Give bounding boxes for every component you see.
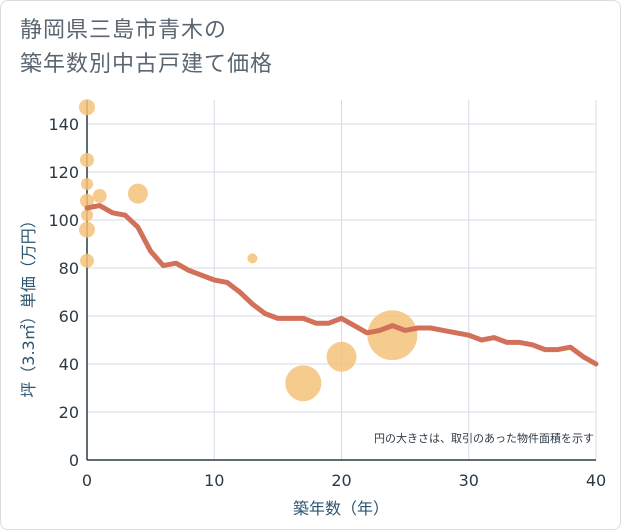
x-tick-label: 40 xyxy=(586,471,606,490)
chart-title-line-2: 築年数別中古戸建て価格 xyxy=(20,52,274,77)
bubble-point xyxy=(79,221,95,238)
y-tick-label: 0 xyxy=(69,451,79,470)
bubble-point xyxy=(247,253,258,264)
bubble-point xyxy=(367,310,418,361)
ticks: 0 10 20 30 40 0 20 40 60 80 100 120 140 xyxy=(48,115,606,490)
bubble-point xyxy=(79,99,95,116)
y-tick-label: 100 xyxy=(48,211,79,230)
y-tick-label: 80 xyxy=(59,259,79,278)
x-axis-label: 築年数（年） xyxy=(293,499,389,518)
grid xyxy=(86,100,597,461)
y-tick-label: 40 xyxy=(59,355,79,374)
average-price-line xyxy=(84,203,599,367)
bubble-point xyxy=(81,178,93,190)
bubble-point xyxy=(80,193,94,208)
bubble-point xyxy=(127,183,148,204)
x-tick-label: 20 xyxy=(331,471,351,490)
y-tick-label: 20 xyxy=(59,403,79,422)
x-tick-label: 30 xyxy=(459,471,479,490)
bubble-point xyxy=(80,153,94,167)
y-tick-label: 60 xyxy=(59,307,79,326)
size-note: 円の大きさは、取引のあった物件面積を示す xyxy=(374,431,594,445)
y-tick-label: 120 xyxy=(48,163,79,182)
x-tick-label: 10 xyxy=(204,471,224,490)
y-axis-label: 坪（3.3㎡）単価（万円） xyxy=(19,212,38,397)
bubbles xyxy=(79,99,418,402)
bubble-point xyxy=(81,209,93,222)
bubble-point xyxy=(92,189,107,203)
bubble-point xyxy=(80,253,94,268)
x-tick-label: 0 xyxy=(82,471,92,490)
bubble-point xyxy=(326,341,357,372)
chart-title-line-1: 静岡県三島市青木の xyxy=(20,18,228,43)
y-tick-label: 140 xyxy=(48,115,79,134)
series xyxy=(84,203,599,367)
bubble-point xyxy=(285,365,322,402)
chart-title: 静岡県三島市青木の 築年数別中古戸建て価格 xyxy=(20,14,273,82)
